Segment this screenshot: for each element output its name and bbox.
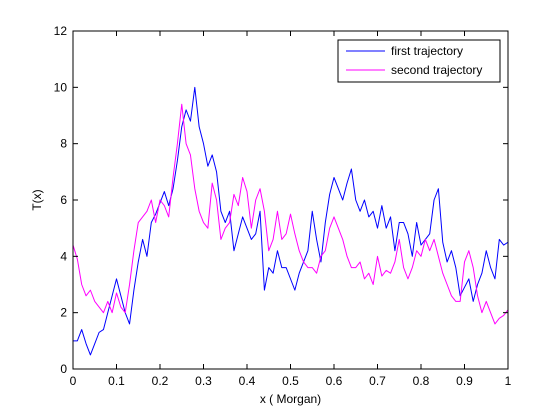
x-tick-label: 0.5 [282, 374, 299, 388]
legend: first trajectory second trajectory [337, 39, 501, 83]
legend-box [337, 39, 501, 83]
y-tick-label: 10 [54, 80, 68, 94]
series-first-trajectory [73, 86, 509, 356]
x-axis-label: x ( Morgan) [260, 392, 321, 406]
x-tick-label: 0 [70, 374, 77, 388]
y-axis-label: T(x) [30, 189, 44, 210]
x-tick-label: 1 [505, 374, 512, 388]
y-tick-label: 0 [60, 362, 67, 376]
series-layer [72, 86, 509, 356]
y-tick-label: 4 [60, 249, 67, 263]
x-tick-label: 0.6 [326, 374, 343, 388]
x-tick-label: 0.2 [152, 374, 169, 388]
x-tick-label: 0.3 [195, 374, 212, 388]
series-second-trajectory [72, 103, 509, 325]
x-tick-label: 0.1 [108, 374, 125, 388]
x-tick-label: 0.4 [239, 374, 256, 388]
legend-label-second-trajectory: second trajectory [391, 63, 482, 77]
y-tick-label: 8 [60, 137, 67, 151]
x-tick-label: 0.7 [369, 374, 386, 388]
plot-background [73, 31, 508, 369]
y-tick-label: 12 [54, 24, 68, 38]
x-tick-label: 0.8 [413, 374, 430, 388]
legend-label-first-trajectory: first trajectory [391, 44, 463, 58]
plot-area [73, 31, 508, 369]
series-line-second-trajectory [72, 103, 509, 325]
y-tick-label: 2 [60, 306, 67, 320]
y-tick-label: 6 [60, 193, 67, 207]
series-line-first-trajectory [73, 86, 509, 356]
x-tick-label: 0.9 [456, 374, 473, 388]
